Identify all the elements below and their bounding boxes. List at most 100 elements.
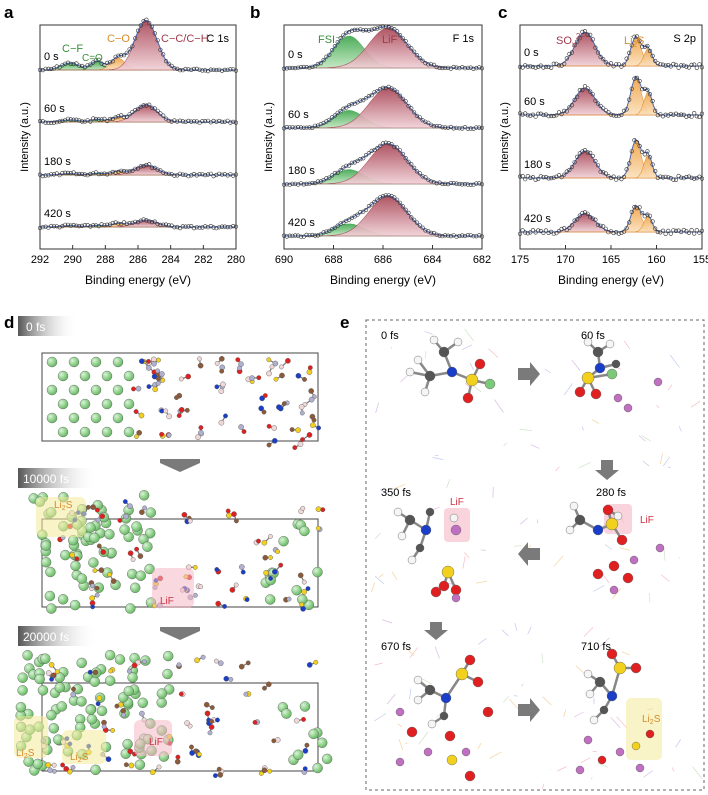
atom bbox=[293, 717, 300, 724]
atom bbox=[606, 690, 618, 702]
data-point bbox=[68, 171, 73, 176]
atom bbox=[213, 658, 219, 664]
background-bond bbox=[404, 646, 415, 656]
data-point bbox=[588, 89, 593, 94]
highlight-lif-10000 bbox=[152, 568, 194, 608]
atom bbox=[141, 659, 147, 664]
atom bbox=[263, 570, 269, 576]
atom bbox=[574, 514, 586, 526]
data-point bbox=[642, 152, 647, 157]
data-point bbox=[338, 168, 343, 173]
data-point bbox=[660, 228, 666, 233]
data-point bbox=[290, 181, 295, 186]
atom bbox=[135, 385, 142, 392]
data-point bbox=[460, 65, 465, 70]
atom bbox=[424, 684, 436, 696]
data-point bbox=[440, 181, 445, 187]
data-point bbox=[429, 230, 434, 235]
atom bbox=[162, 650, 174, 662]
data-point bbox=[37, 225, 43, 231]
atom bbox=[228, 677, 234, 682]
background-bond bbox=[596, 637, 610, 650]
atom bbox=[306, 432, 313, 438]
atom bbox=[313, 659, 319, 665]
row-label: 0 s bbox=[44, 51, 59, 63]
data-point bbox=[429, 179, 434, 184]
panel-e-frame bbox=[365, 319, 705, 791]
atom bbox=[79, 426, 91, 438]
data-point bbox=[149, 105, 155, 110]
data-point bbox=[82, 65, 87, 70]
atom bbox=[123, 370, 135, 382]
data-point bbox=[68, 117, 73, 122]
atom bbox=[300, 505, 306, 511]
data-point bbox=[564, 109, 569, 114]
data-point bbox=[57, 65, 62, 70]
atom bbox=[450, 524, 462, 536]
data-point bbox=[307, 65, 312, 70]
highlight-li2s-10000 bbox=[36, 497, 86, 537]
x-tick-label: 170 bbox=[556, 254, 574, 266]
data-point bbox=[403, 38, 408, 44]
data-point bbox=[124, 114, 129, 119]
atom bbox=[265, 594, 276, 605]
atom bbox=[209, 719, 215, 724]
atom bbox=[131, 386, 136, 392]
atom bbox=[256, 375, 262, 381]
atom bbox=[96, 695, 103, 701]
atom bbox=[175, 754, 181, 760]
data-point bbox=[536, 228, 541, 233]
data-point bbox=[471, 182, 476, 187]
background-bond bbox=[648, 592, 651, 603]
row-label: 420 s bbox=[524, 213, 551, 225]
data-point bbox=[593, 217, 598, 222]
atom bbox=[90, 384, 102, 396]
background-bond bbox=[386, 693, 396, 705]
data-point bbox=[443, 181, 448, 186]
atom bbox=[261, 539, 268, 546]
atom bbox=[278, 536, 289, 547]
atom bbox=[261, 767, 268, 774]
time-bar-10000 bbox=[18, 468, 98, 488]
atom bbox=[121, 712, 127, 718]
data-point bbox=[219, 224, 225, 229]
atom bbox=[315, 506, 322, 513]
data-point bbox=[392, 87, 397, 92]
data-point bbox=[335, 170, 340, 175]
atom bbox=[101, 398, 113, 410]
atom bbox=[439, 711, 449, 721]
atom bbox=[90, 504, 96, 510]
data-point bbox=[375, 88, 380, 94]
data-point bbox=[141, 164, 146, 169]
data-point bbox=[63, 170, 68, 175]
data-point bbox=[344, 105, 349, 110]
data-point bbox=[102, 116, 107, 121]
data-point bbox=[301, 64, 306, 70]
atom bbox=[262, 685, 267, 691]
atom bbox=[238, 663, 245, 670]
data-point bbox=[130, 109, 135, 115]
atom bbox=[181, 512, 188, 518]
data-point bbox=[569, 223, 575, 228]
atom bbox=[273, 376, 279, 382]
time-label-0fs: 0 fs bbox=[26, 320, 45, 334]
time-label-20000fs: 20000 fs bbox=[23, 630, 69, 644]
label-lif-d1: LiF bbox=[160, 596, 174, 607]
atom bbox=[142, 541, 153, 552]
atom bbox=[114, 654, 126, 665]
atom bbox=[68, 384, 80, 396]
atom bbox=[438, 580, 450, 592]
data-point bbox=[93, 223, 99, 228]
atom bbox=[653, 377, 663, 387]
data-point bbox=[217, 171, 222, 176]
data-point bbox=[155, 222, 160, 227]
atom bbox=[424, 370, 436, 382]
data-point bbox=[77, 224, 82, 229]
data-point bbox=[549, 113, 554, 119]
atom bbox=[151, 360, 157, 367]
atom bbox=[209, 705, 215, 710]
atom bbox=[223, 675, 230, 682]
data-point bbox=[590, 153, 595, 159]
data-point bbox=[358, 27, 363, 32]
atom bbox=[275, 549, 280, 554]
